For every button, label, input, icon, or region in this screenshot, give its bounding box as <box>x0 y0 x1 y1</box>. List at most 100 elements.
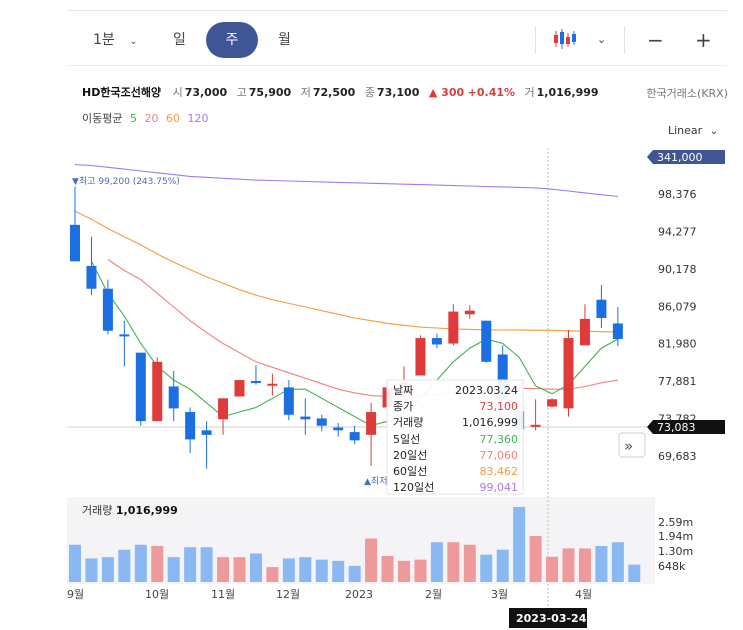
volume-bar <box>315 559 328 582</box>
candle <box>218 398 229 435</box>
volume-bar <box>430 542 443 582</box>
candle-body <box>530 424 541 427</box>
moving-average-legend: 이동평균 5 20 60 120 <box>82 110 212 126</box>
current-price-badge: 73,083 <box>647 420 725 434</box>
low-label: 저 <box>300 86 311 99</box>
close-label: 종 <box>364 86 375 99</box>
candle-body <box>497 354 508 399</box>
volume-bar <box>562 548 575 582</box>
zoom-in-button[interactable]: + <box>695 28 712 52</box>
candle-body <box>283 387 294 415</box>
volume-bar <box>266 567 279 582</box>
tab-week[interactable]: 주 <box>206 22 258 58</box>
tab-day[interactable]: 일 <box>173 32 186 48</box>
volume-bar <box>381 555 394 582</box>
scale-label: Linear <box>668 124 703 137</box>
volume-bar <box>200 547 213 582</box>
ma-5: 5 <box>129 112 137 125</box>
volume-bar <box>546 556 559 582</box>
tooltip-row-date: 날짜 2023.03.24 <box>393 384 518 397</box>
candle <box>185 407 196 454</box>
volume-value: 1,016,999 <box>536 86 599 99</box>
crosshair-tooltip-bg <box>386 379 524 495</box>
volume-panel-value: 1,016,999 <box>115 504 178 517</box>
high-value: 75,900 <box>248 86 292 99</box>
candlestick-icon <box>554 29 576 49</box>
candle <box>530 399 541 431</box>
top-divider <box>67 10 727 11</box>
candle-body <box>431 338 442 345</box>
toolbar-divider <box>535 26 536 54</box>
candle <box>596 285 607 329</box>
candle <box>415 335 426 376</box>
volume-axis-label: 2.59m <box>658 516 693 529</box>
candle-body <box>415 338 426 376</box>
volume-bar <box>101 557 114 582</box>
candle <box>464 305 475 319</box>
candle-body <box>596 299 607 318</box>
candle <box>579 304 590 346</box>
x-axis-label: 4월 <box>575 588 592 601</box>
volume-bar <box>628 564 641 582</box>
candle-body <box>152 361 163 422</box>
price-plot-area <box>0 148 655 493</box>
volume-bar <box>282 558 295 582</box>
scale-dropdown[interactable]: Linear ⌄ <box>668 124 718 137</box>
candle-body <box>349 432 360 441</box>
volume-bar <box>69 544 81 582</box>
ma60-line <box>74 210 618 333</box>
candle-body <box>168 386 179 409</box>
volume-bar <box>480 554 493 582</box>
candle <box>481 320 492 363</box>
x-axis-label: 10월 <box>145 588 169 601</box>
candle-body <box>70 224 80 262</box>
volume-bar <box>595 545 608 582</box>
zoom-out-button[interactable]: − <box>647 28 664 52</box>
volume-axis-label: 1.30m <box>658 545 693 558</box>
ma-label: 이동평균 <box>82 112 123 125</box>
candle-type-chevron-icon[interactable]: ⌄ <box>597 33 607 46</box>
volume-panel-title: 거래량 <box>82 504 113 517</box>
change-value: ▲ 300 <box>428 86 465 99</box>
high-label: 고 <box>236 86 247 99</box>
candle-body <box>579 318 590 346</box>
crosshair-date-badge: 2023-03-24 <box>509 608 587 628</box>
candle-type-button[interactable] <box>553 28 577 52</box>
volume-axis-label: 1.94m <box>658 530 693 543</box>
candle <box>250 365 261 385</box>
open-value: 73,000 <box>184 86 228 99</box>
candle-body <box>267 383 278 386</box>
candle <box>267 373 278 396</box>
scroll-right-button[interactable]: » <box>618 432 646 458</box>
volume-bar <box>118 549 131 582</box>
volume-bar <box>529 536 542 582</box>
volume-bar <box>611 542 624 582</box>
x-axis-label: 2월 <box>425 588 442 601</box>
tooltip-row-ma5: 5일선 77,360 <box>393 432 518 446</box>
ma5-line <box>91 261 619 427</box>
x-axis-label: 12월 <box>276 588 300 601</box>
volume-bar <box>332 560 345 582</box>
price-axis-label: 81,980 <box>658 338 697 351</box>
candle-body <box>86 265 97 289</box>
top-price-badge-text: 341,000 <box>657 151 703 164</box>
candle-body <box>333 427 344 431</box>
volume-bar <box>167 557 180 582</box>
candle <box>349 425 360 444</box>
candle-body <box>102 288 113 331</box>
top-price-badge-bg <box>647 150 725 164</box>
price-axis-label: 86,079 <box>658 300 697 313</box>
chart-toolbar: 1분 ⌄ 일 주 월 ⌄ − + <box>67 22 727 62</box>
volume-bar <box>217 557 230 582</box>
current-price-badge-text: 73,083 <box>657 421 696 434</box>
candle-body <box>448 311 459 344</box>
candle-body <box>563 338 574 409</box>
interval-dropdown[interactable]: 1분 ⌄ <box>93 22 138 58</box>
volume-bar <box>414 559 427 582</box>
tab-month[interactable]: 월 <box>278 32 291 48</box>
candle-body <box>250 380 261 383</box>
toolbar-divider-bottom <box>67 65 727 66</box>
max-marker: ▼최고 99,200 (243.75%) <box>72 176 180 187</box>
tooltip-row-ma20: 20일선 77,060 <box>393 448 518 462</box>
